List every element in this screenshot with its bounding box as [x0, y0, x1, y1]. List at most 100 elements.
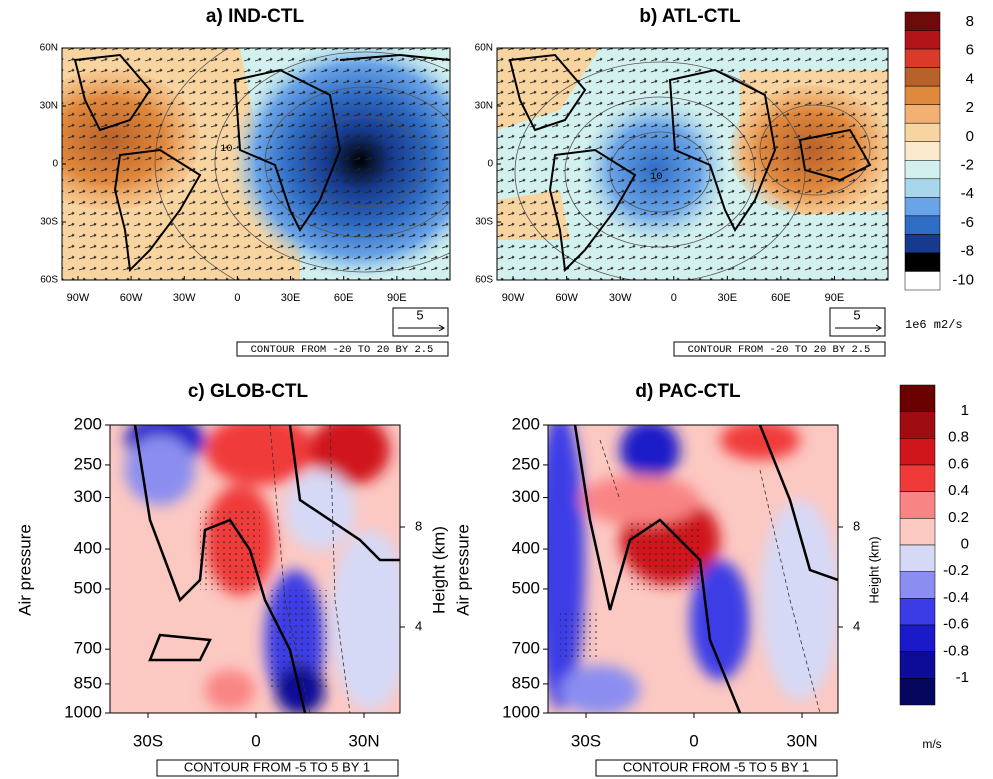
- colorbar-label: -1: [956, 669, 969, 686]
- y-tick-label: 400: [74, 539, 102, 558]
- section-frame: [547, 424, 839, 714]
- colorbar-box: [899, 651, 936, 679]
- vector-reference: 5 5: [392, 307, 886, 337]
- colorbar-label: -0.8: [943, 642, 969, 659]
- colorbar-label: -8: [961, 243, 974, 260]
- colorbar-label: 2: [966, 99, 974, 116]
- colorbar-box: [904, 252, 941, 272]
- x-tick-label: 60W: [555, 292, 578, 304]
- x-tick-label: 60E: [771, 292, 791, 304]
- y-tick-label: 850: [74, 673, 102, 692]
- colorbar-box: [904, 122, 941, 142]
- y2-tick-label: 8: [415, 518, 422, 533]
- y-tick-label: 200: [512, 414, 540, 433]
- panel-title: c) GLOB-CTL: [188, 381, 309, 402]
- x-tick-label: 90E: [387, 292, 407, 304]
- colorbar-label: -4: [961, 185, 974, 202]
- y2-tick-label: 8: [853, 518, 860, 533]
- y-tick-label: 300: [512, 487, 540, 506]
- colorbar-label: -0.2: [943, 562, 969, 579]
- x-tick-label: 30S: [133, 731, 163, 750]
- colorbar-box: [899, 571, 936, 599]
- x-tick-label: 30W: [609, 292, 632, 304]
- x-tick-label: 60E: [334, 292, 354, 304]
- colorbar-box: [899, 678, 936, 706]
- colorbar-label: 0: [961, 535, 969, 552]
- y-tick-label: 30N: [40, 101, 58, 112]
- colorbar-label: -0.6: [943, 616, 969, 633]
- y-axis-label: Air pressure: [453, 524, 472, 616]
- y-tick-label: 30S: [40, 217, 58, 228]
- note-box: [156, 759, 399, 777]
- colorbar-box: [899, 464, 936, 492]
- x-tick-label: 30N: [348, 731, 379, 750]
- y-tick-label: 500: [512, 578, 540, 597]
- colorbar-box: [904, 178, 941, 198]
- x-tick-label: 0: [251, 731, 260, 750]
- y-tick-label: 0: [52, 159, 58, 170]
- section-frame: [109, 424, 401, 714]
- y-tick-label: 250: [74, 454, 102, 473]
- contour-note: CONTOUR FROM -5 TO 5 BY 1: [184, 759, 370, 774]
- panel-title: d) PAC-CTL: [635, 381, 741, 402]
- y-tick-label: 400: [512, 539, 540, 558]
- colorbar-box: [904, 30, 941, 50]
- contour-label: 10: [220, 143, 233, 155]
- y2-axis-label: Height (km): [866, 536, 881, 603]
- x-tick-label: 30E: [718, 292, 738, 304]
- y-tick-label: 700: [512, 639, 540, 658]
- colorbar-label: 0.6: [948, 455, 969, 472]
- y2-tick-label: 4: [415, 618, 422, 633]
- x-tick-label: 90W: [502, 292, 525, 304]
- colorbar-label: -10: [952, 271, 974, 288]
- colorbar-label: -0.4: [943, 589, 969, 606]
- colorbar-box: [904, 160, 941, 180]
- colorbar-box: [904, 271, 941, 291]
- colorbar-box: [904, 11, 941, 31]
- x-tick-label: 90E: [825, 292, 845, 304]
- colorbar-box: [899, 438, 936, 466]
- colorbar-label: 0.2: [948, 509, 969, 526]
- y-tick-label: 250: [512, 454, 540, 473]
- colorbar-label: 4: [966, 70, 974, 87]
- y2-axis-label: Height (km): [429, 526, 448, 614]
- colorbar-label: 8: [966, 13, 974, 30]
- map-field: [62, 48, 450, 280]
- vector-ref-label: 5: [853, 307, 860, 322]
- colorbar-box: [904, 141, 941, 161]
- vector-ref-label: 5: [416, 307, 423, 322]
- colorbar-box: [899, 411, 936, 439]
- y-tick-label: 1000: [502, 702, 540, 721]
- y-axis-label: Air pressure: [15, 524, 34, 616]
- colorbar-box: [904, 67, 941, 87]
- colorbar-box: [904, 48, 941, 68]
- colorbar-box: [904, 234, 941, 254]
- colorbar-label: 0: [966, 128, 974, 145]
- y-tick-label: 60S: [475, 275, 493, 286]
- x-tick-label: 30N: [786, 731, 817, 750]
- colorbar-label: 1: [961, 402, 969, 419]
- x-tick-label: 60W: [120, 292, 143, 304]
- section-field: [110, 425, 400, 713]
- y-tick-label: 60N: [475, 43, 493, 54]
- colorbar-box: [899, 624, 936, 652]
- y-tick-label: 1000: [64, 702, 102, 721]
- y-tick-label: 850: [512, 673, 540, 692]
- panel-title: a) IND-CTL: [206, 6, 305, 27]
- x-tick-label: 30W: [173, 292, 196, 304]
- contour-label: 10: [650, 171, 663, 183]
- colorbar-box: [904, 104, 941, 124]
- x-tick-label: 90W: [67, 292, 90, 304]
- note-box: [236, 341, 449, 357]
- section-field: [548, 425, 838, 713]
- note-box: [595, 759, 838, 777]
- colorbar-box: [904, 215, 941, 235]
- note-box: [673, 341, 886, 357]
- contour-note: CONTOUR FROM -20 TO 20 BY 2.5: [251, 344, 434, 356]
- colorbar-box: [904, 197, 941, 217]
- x-tick-label: 30E: [281, 292, 301, 304]
- colorbar-box: [899, 518, 936, 546]
- contour-note: CONTOUR FROM -20 TO 20 BY 2.5: [688, 344, 871, 356]
- contour-note: CONTOUR FROM -5 TO 5 BY 1: [623, 759, 809, 774]
